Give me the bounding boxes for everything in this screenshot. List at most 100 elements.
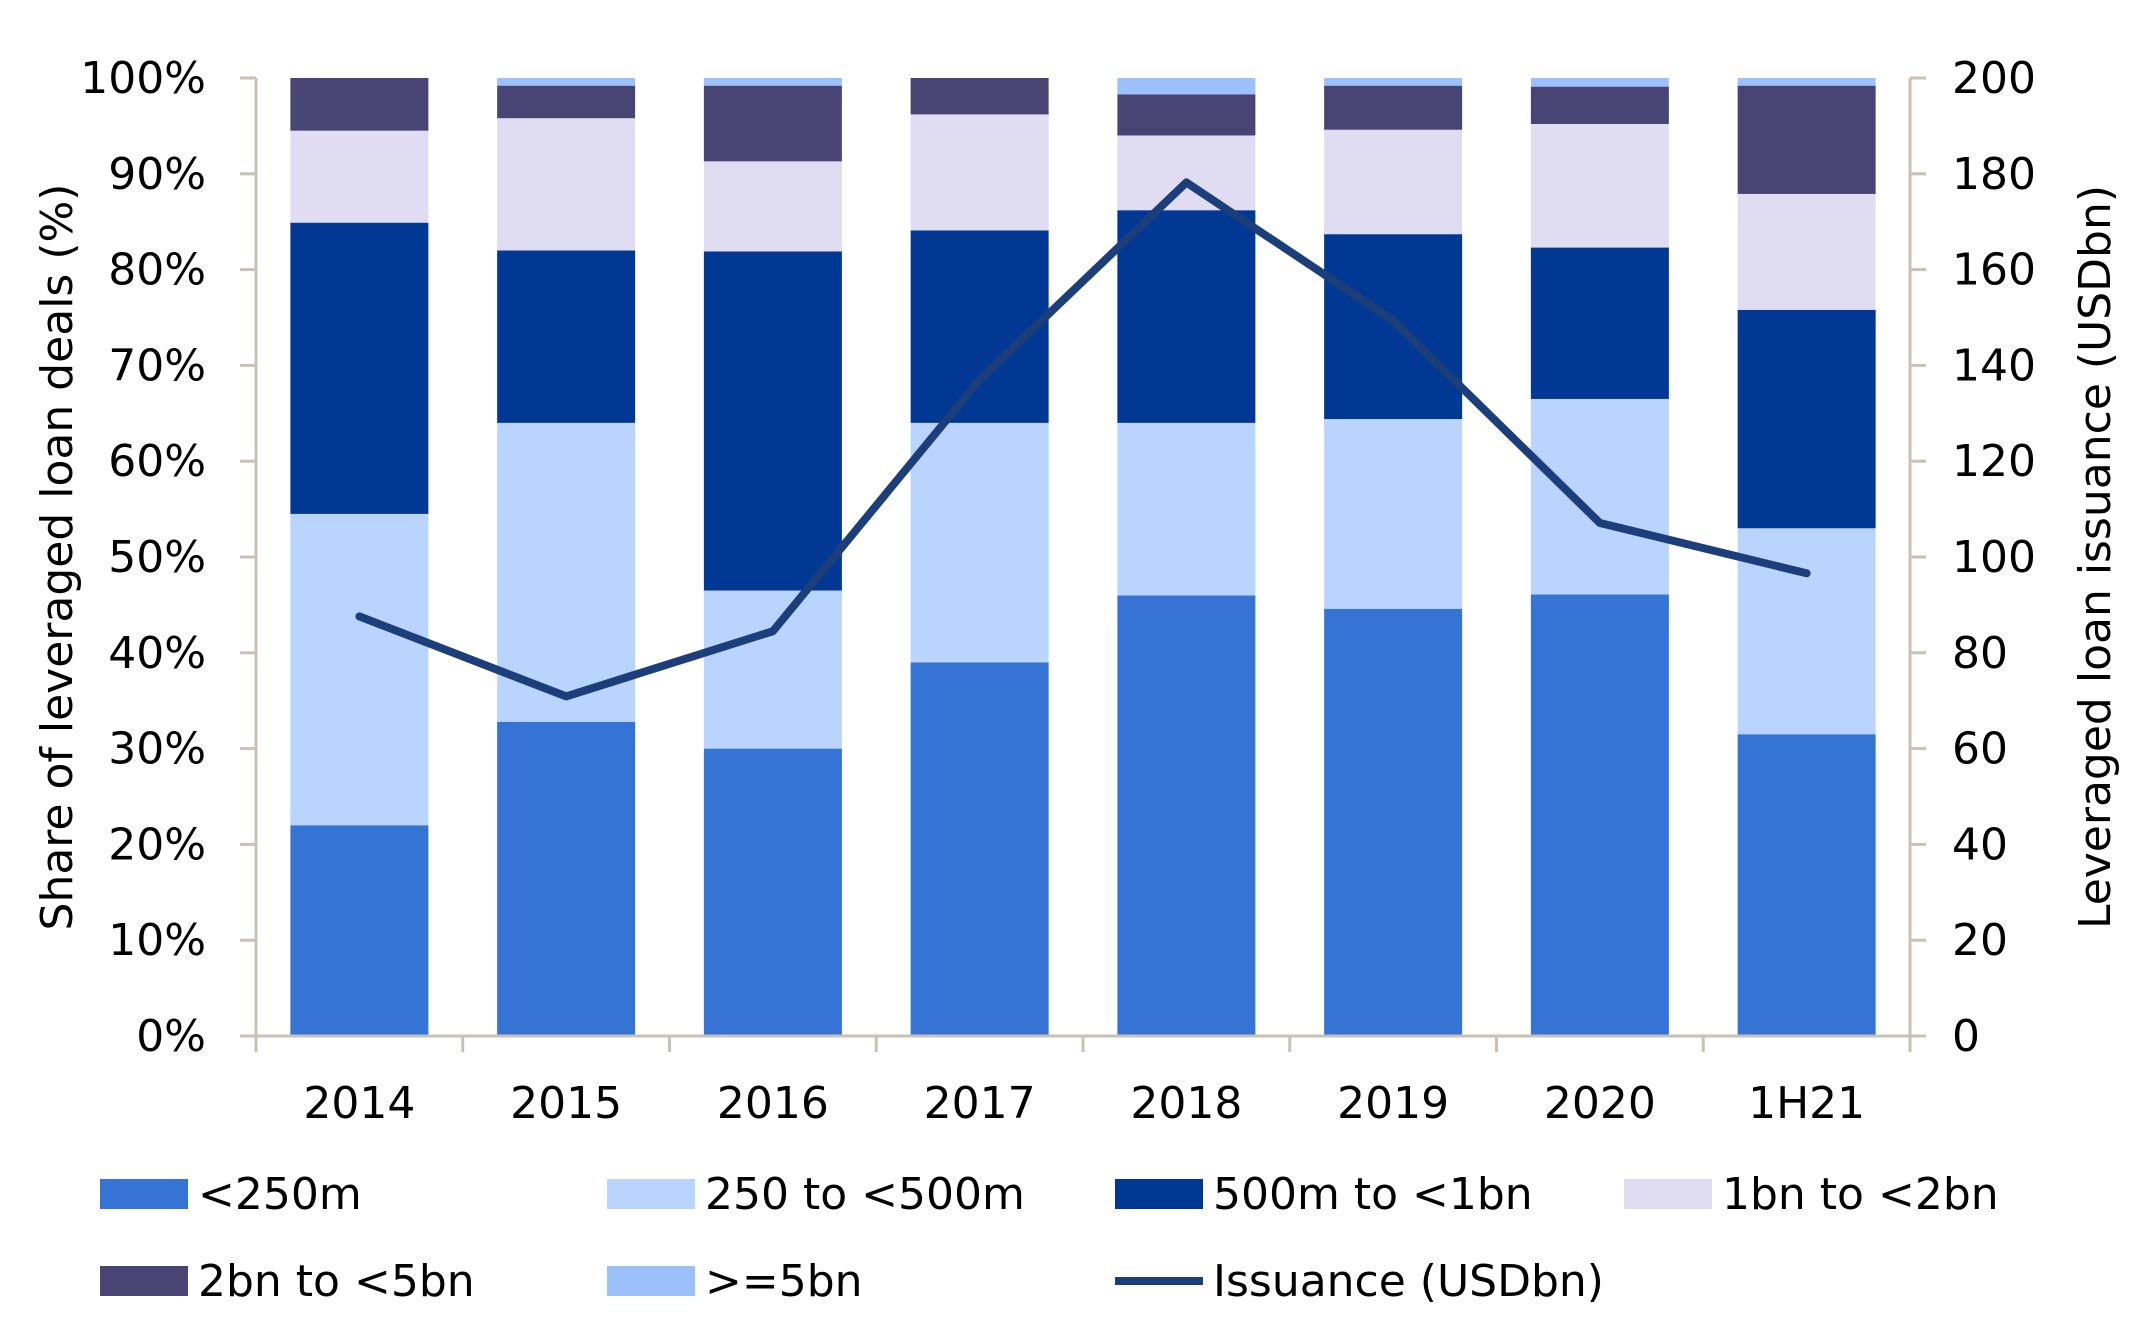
bar-2018-series-0 [1117,595,1256,1036]
bar-2020-series-4 [1530,86,1669,124]
y2-axis-title: Leveraged loan issuance (USDbn) [2070,185,2121,929]
bar-2016-series-5 [703,78,842,86]
legend-label: 2bn to <5bn [198,1256,475,1307]
legend-swatch [1624,1179,1712,1209]
bar-2017-series-2 [910,230,1049,423]
y-tick-label: 80% [108,245,206,296]
bar-2018-series-5 [1117,78,1256,95]
bar-2018-series-3 [1117,135,1256,211]
legend-item: Issuance (USDbn) [1115,1256,1604,1307]
bar-2016-series-1 [703,590,842,749]
bar-2019-series-0 [1324,608,1463,1036]
bar-1H21-series-0 [1737,734,1876,1036]
bar-2015-series-4 [497,85,636,119]
bar-2014-series-4 [290,78,429,131]
bar-1H21-series-5 [1737,78,1876,86]
legend-item: <250m [100,1169,362,1220]
x-tick-label: 2018 [1130,1078,1242,1129]
bar-2020-series-1 [1530,398,1669,595]
legend-swatch [100,1179,188,1209]
bar-2017-series-1 [910,422,1049,663]
issuance-line [355,178,1811,701]
ticks-layer: 0% 10% 20% 30% 40% 50% 60% 70% 80% 90% 100% 0 20 40 60… [80,53,2036,1129]
y2-tick-label: 0 [1952,1011,1980,1062]
y2-tick-label: 160 [1952,245,2036,296]
legend-item: >=5bn [607,1256,863,1307]
bar-2018-series-4 [1117,94,1256,136]
y2-tick-label: 120 [1952,436,2036,487]
legend-label: 500m to <1bn [1213,1169,1533,1220]
y2-tick-label: 20 [1952,915,2008,966]
bar-2015-series-1 [497,422,636,722]
x-tick-label: 2016 [717,1078,829,1129]
legend-item: 1bn to <2bn [1624,1169,1999,1220]
bar-2016-series-0 [703,748,842,1036]
bar-2016-series-3 [703,161,842,252]
bar-2014-series-1 [290,513,429,826]
y-tick-label: 60% [108,436,206,487]
bar-2014-series-3 [290,130,429,223]
bar-1H21-series-3 [1737,193,1876,310]
bar-2020-series-0 [1530,594,1669,1036]
legend-item: 250 to <500m [607,1169,1025,1220]
y-axis-title: Share of leveraged loan deals (%) [32,184,83,931]
bar-2019-series-5 [1324,78,1463,86]
y-tick-label: 90% [108,149,206,200]
legend: <250m 250 to <500m 500m to <1bn 1bn to <2bn… [100,1169,1999,1307]
bar-2020-series-5 [1530,78,1669,87]
x-tick-label: 2020 [1544,1078,1656,1129]
bar-2015-series-5 [497,78,636,86]
legend-swatch [607,1266,695,1296]
bar-2019-series-2 [1324,234,1463,420]
y-tick-label: 50% [108,532,206,583]
y2-tick-label: 140 [1952,340,2036,391]
bar-2019-series-4 [1324,85,1463,130]
y2-tick-label: 40 [1952,819,2008,870]
bar-1H21-series-2 [1737,309,1876,529]
bar-2015-series-3 [497,118,636,251]
bar-2015-series-0 [497,721,636,1036]
legend-item: 2bn to <5bn [100,1256,475,1307]
x-tick-label: 1H21 [1748,1078,1865,1129]
bar-2014-series-2 [290,222,429,514]
legend-swatch [607,1179,695,1209]
line-layer [355,178,1811,701]
y-tick-label: 20% [108,819,206,870]
legend-swatch [100,1266,188,1296]
bar-2020-series-2 [1530,247,1669,399]
legend-label: <250m [198,1169,362,1220]
y2-tick-label: 60 [1952,724,2008,775]
x-tick-label: 2019 [1337,1078,1449,1129]
y2-tick-label: 180 [1952,149,2036,200]
y-tick-label: 10% [108,915,206,966]
bar-2019-series-3 [1324,129,1463,235]
y2-tick-label: 200 [1952,53,2036,104]
y2-tick-label: 100 [1952,532,2036,583]
y2-tick-label: 80 [1952,628,2008,679]
legend-label: Issuance (USDbn) [1213,1256,1604,1307]
y-tick-label: 40% [108,628,206,679]
bar-2018-series-1 [1117,422,1256,596]
bar-2017-series-4 [910,78,1049,115]
legend-label: 1bn to <2bn [1722,1169,1999,1220]
bar-1H21-series-4 [1737,85,1876,194]
bar-2016-series-4 [703,85,842,162]
y-tick-label: 70% [108,340,206,391]
x-tick-label: 2014 [303,1078,415,1129]
bar-2016-series-2 [703,251,842,591]
x-tick-label: 2017 [924,1078,1036,1129]
y-tick-label: 30% [108,724,206,775]
bars-layer [290,78,1876,1036]
y-tick-label: 0% [136,1011,206,1062]
x-tick-label: 2015 [510,1078,622,1129]
bar-2018-series-2 [1117,210,1256,423]
y-tick-label: 100% [80,53,206,104]
bar-2015-series-2 [497,250,636,423]
bar-2017-series-3 [910,114,1049,231]
bar-2019-series-1 [1324,419,1463,609]
legend-swatch [1115,1179,1203,1209]
bar-2017-series-0 [910,662,1049,1036]
legend-label: 250 to <500m [705,1169,1025,1220]
legend-item: 500m to <1bn [1115,1169,1533,1220]
